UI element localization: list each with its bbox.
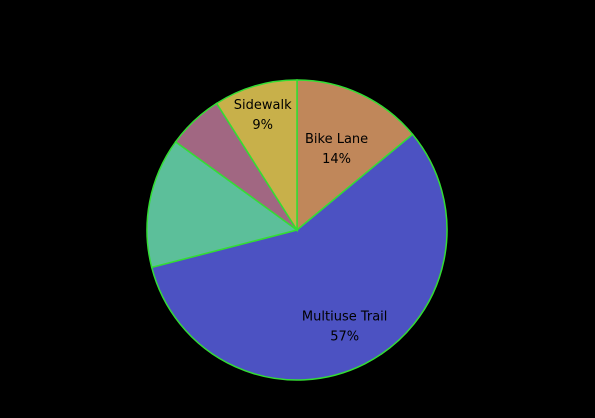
pie-slice-sidewalk [215,79,298,233]
pie-labels: Bike Lane 14% Multiuse Trail 57% Sidewalk 9% [234,98,388,345]
pie-slice-unlabeled-2 [146,140,299,269]
slice-label-percent: 57% [330,330,359,345]
pie-slices [146,79,448,381]
slice-label-percent: 14% [322,152,351,167]
pie-slice-multiuse-trail [150,133,448,381]
slice-label-percent: 9% [252,118,273,133]
slice-label-name: Bike Lane [305,132,368,147]
pie-slice-bike-lane [296,79,414,232]
slice-label-name: Multiuse Trail [302,310,387,325]
slice-label-name: Sidewalk [234,98,292,113]
